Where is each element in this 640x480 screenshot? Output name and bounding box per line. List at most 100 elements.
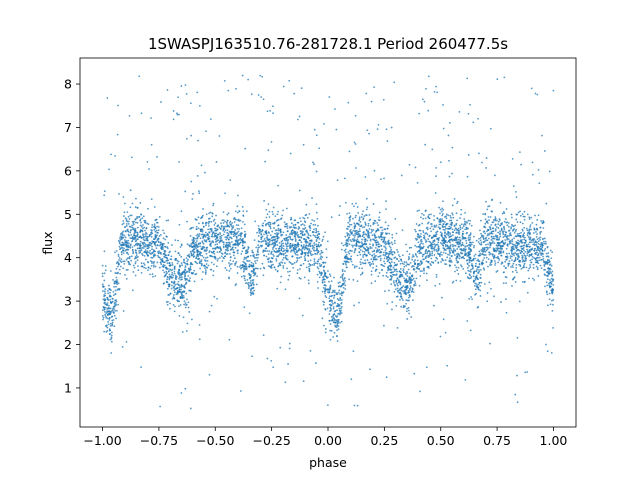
data-point bbox=[420, 232, 422, 235]
data-point bbox=[109, 291, 111, 294]
data-point bbox=[370, 100, 373, 103]
data-point bbox=[183, 268, 186, 271]
data-point bbox=[124, 236, 127, 239]
data-point bbox=[323, 281, 326, 283]
data-point bbox=[134, 236, 137, 239]
data-point bbox=[440, 251, 442, 254]
data-point bbox=[129, 229, 132, 232]
data-point bbox=[307, 234, 310, 237]
data-point bbox=[479, 276, 482, 279]
data-point bbox=[206, 266, 209, 269]
data-point bbox=[135, 249, 137, 252]
data-point bbox=[469, 329, 472, 332]
data-point bbox=[481, 234, 484, 237]
data-point bbox=[396, 326, 399, 329]
data-point bbox=[396, 283, 399, 285]
data-point bbox=[257, 244, 260, 247]
data-point bbox=[505, 208, 508, 210]
data-point bbox=[403, 265, 406, 268]
data-point bbox=[307, 252, 309, 255]
data-point bbox=[181, 296, 184, 299]
data-point bbox=[344, 251, 347, 254]
data-point bbox=[466, 262, 469, 265]
data-point bbox=[410, 277, 412, 280]
data-point bbox=[454, 264, 456, 267]
data-point bbox=[225, 243, 228, 246]
data-point bbox=[274, 232, 277, 235]
data-point bbox=[551, 309, 554, 312]
data-point bbox=[222, 225, 225, 228]
data-point bbox=[183, 300, 186, 302]
data-point bbox=[200, 259, 203, 261]
data-point bbox=[348, 225, 351, 228]
data-point bbox=[424, 143, 427, 146]
data-point bbox=[127, 220, 130, 223]
data-point bbox=[393, 281, 395, 284]
data-point bbox=[278, 250, 281, 252]
data-point bbox=[145, 227, 148, 229]
data-point bbox=[178, 286, 181, 289]
data-point bbox=[530, 228, 532, 231]
data-point bbox=[113, 285, 115, 288]
data-point bbox=[227, 232, 230, 235]
data-point bbox=[148, 242, 151, 244]
data-point bbox=[459, 248, 461, 251]
data-point bbox=[503, 220, 506, 223]
data-point bbox=[492, 219, 495, 221]
data-point bbox=[403, 261, 406, 263]
data-point bbox=[204, 267, 206, 270]
data-point bbox=[218, 135, 221, 137]
data-point bbox=[328, 280, 330, 283]
data-point bbox=[170, 287, 173, 290]
data-point bbox=[523, 232, 526, 234]
data-point bbox=[199, 267, 202, 270]
data-point bbox=[436, 230, 439, 233]
data-point bbox=[307, 250, 310, 253]
data-point bbox=[364, 223, 367, 225]
data-point bbox=[439, 242, 442, 244]
data-point bbox=[457, 238, 460, 241]
data-point bbox=[316, 260, 319, 263]
data-point bbox=[470, 260, 473, 262]
data-point bbox=[521, 280, 524, 283]
data-point bbox=[134, 227, 137, 230]
data-point bbox=[467, 154, 470, 156]
data-point bbox=[394, 288, 397, 291]
data-point bbox=[455, 256, 458, 259]
data-point bbox=[114, 272, 117, 274]
data-point bbox=[341, 268, 344, 271]
data-point bbox=[207, 234, 210, 236]
data-point bbox=[244, 279, 247, 282]
data-point bbox=[387, 243, 390, 245]
data-point bbox=[411, 265, 414, 267]
data-point bbox=[131, 240, 133, 243]
data-point bbox=[519, 264, 522, 267]
data-point bbox=[163, 271, 166, 274]
data-point bbox=[460, 265, 463, 268]
data-point bbox=[171, 297, 174, 300]
data-point bbox=[429, 244, 432, 246]
data-point bbox=[188, 289, 190, 292]
data-point bbox=[262, 222, 265, 225]
data-point bbox=[322, 303, 325, 306]
data-point bbox=[301, 314, 304, 317]
data-point bbox=[366, 259, 369, 261]
data-point bbox=[272, 105, 274, 108]
data-point bbox=[320, 265, 322, 267]
data-point bbox=[199, 229, 202, 232]
data-point bbox=[485, 256, 488, 259]
data-point bbox=[345, 240, 348, 242]
data-point bbox=[493, 242, 496, 245]
data-point bbox=[380, 263, 383, 266]
data-point bbox=[374, 234, 376, 237]
data-point bbox=[150, 143, 153, 146]
data-point bbox=[468, 258, 471, 261]
data-point bbox=[526, 254, 529, 257]
data-point bbox=[470, 224, 473, 227]
data-point bbox=[311, 253, 314, 256]
data-point bbox=[336, 318, 339, 321]
data-point bbox=[235, 87, 237, 90]
data-point bbox=[340, 320, 343, 323]
data-point bbox=[168, 275, 171, 278]
data-point bbox=[345, 256, 347, 259]
